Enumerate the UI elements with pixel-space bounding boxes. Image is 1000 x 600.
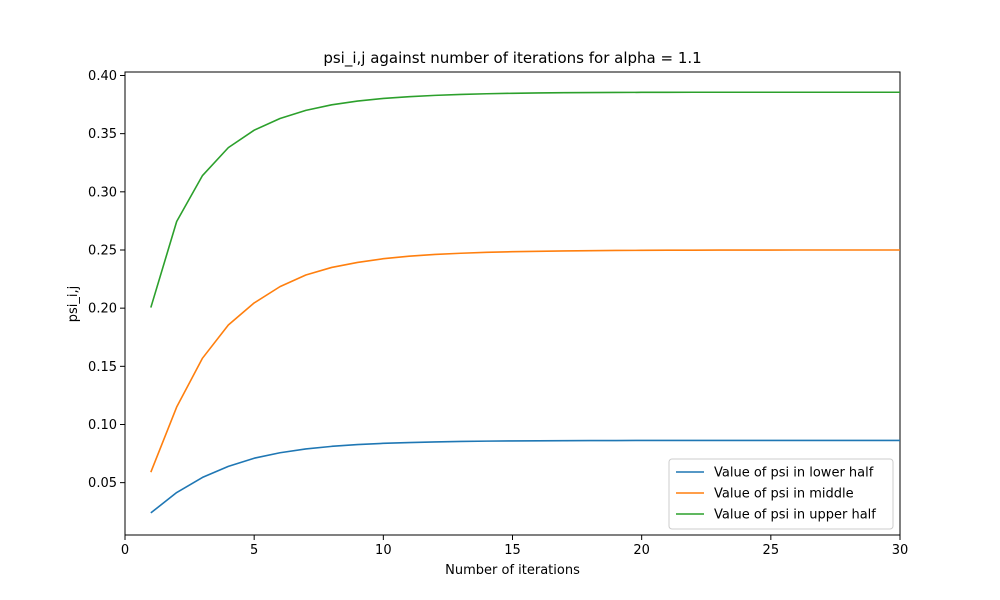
series-lines (150, 91, 900, 514)
x-tick-label: 10 (375, 543, 392, 558)
y-tick-label: 0.20 (88, 302, 117, 317)
y-tick-label: 0.10 (88, 418, 117, 433)
y-axis-label: psi_i,j (66, 286, 81, 323)
y-tick-label: 0.35 (88, 127, 117, 142)
series-line-3 (150, 91, 900, 308)
y-tick-label: 0.25 (88, 243, 117, 258)
y-tick-label: 0.15 (88, 360, 117, 375)
y-tick-label: 0.05 (88, 476, 117, 491)
y-axis-ticks: 0.05 0.10 0.15 0.20 0.25 0.30 0.35 0.40 (88, 69, 125, 491)
x-tick-label: 25 (763, 543, 780, 558)
series-line-2 (150, 249, 900, 473)
x-axis-label: Number of iterations (445, 563, 580, 578)
x-tick-label: 20 (633, 543, 650, 558)
x-tick-label: 0 (121, 543, 129, 558)
legend-label-1: Value of psi in lower half (714, 466, 874, 481)
x-tick-label: 30 (892, 543, 909, 558)
chart-title: psi_i,j against number of iterations for… (323, 49, 701, 68)
x-axis-ticks: 0 5 10 15 20 25 30 (121, 535, 908, 558)
x-tick-label: 15 (504, 543, 521, 558)
legend-box (668, 458, 894, 530)
y-tick-label: 0.40 (88, 69, 117, 84)
y-tick-label: 0.30 (88, 185, 117, 200)
legend-label-3: Value of psi in upper half (714, 508, 876, 523)
legend-label-2: Value of psi in middle (714, 487, 854, 502)
x-tick-label: 5 (250, 543, 258, 558)
legend: Value of psi in lower half Value of psi i… (668, 458, 894, 530)
series-line-1 (150, 439, 900, 514)
